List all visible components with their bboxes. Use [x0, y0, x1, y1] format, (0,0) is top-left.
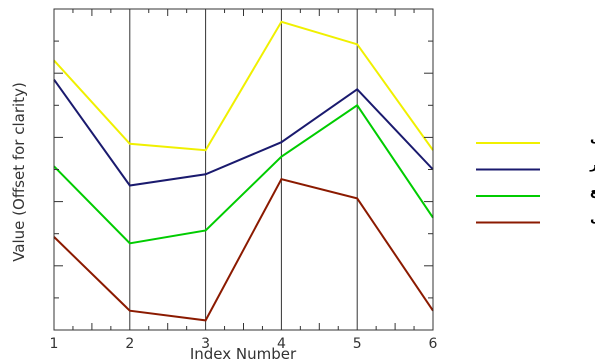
series-line-2 — [53, 79, 434, 187]
legend-label-3: مرتع — [590, 184, 595, 199]
legend-label-4: جنگل — [590, 210, 595, 226]
y-axis-title: Value (Offset for clarity) — [10, 82, 28, 262]
x-tick-label-3: 3 — [201, 336, 210, 352]
series-line-4 — [53, 177, 434, 322]
legend: کشاورزی شهر مرتع جنگل — [476, 131, 595, 226]
legend-label-1: کشاورزی — [590, 131, 595, 146]
grid-lines — [129, 9, 358, 330]
plot-frame — [53, 8, 434, 331]
x-tick-labels: 1 2 3 4 5 6 — [50, 336, 438, 352]
x-tick-label-6: 6 — [429, 336, 438, 352]
series-line-3 — [53, 103, 434, 245]
series-line-1 — [53, 20, 434, 152]
x-tick-label-5: 5 — [353, 336, 362, 352]
x-tick-label-4: 4 — [277, 336, 286, 352]
x-tick-label-1: 1 — [50, 336, 59, 352]
series-lines — [53, 20, 434, 322]
axis-ticks — [54, 8, 433, 331]
x-tick-label-2: 2 — [125, 336, 134, 352]
legend-label-2: شهر — [589, 158, 595, 173]
x-axis-title: Index Number — [190, 345, 297, 362]
